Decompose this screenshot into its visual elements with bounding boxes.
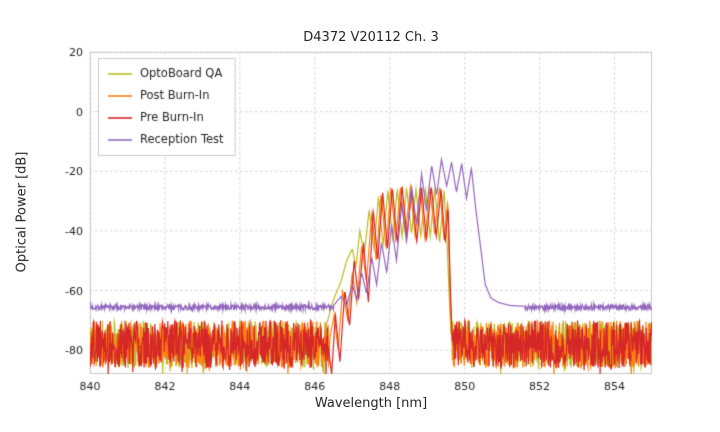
chart-title: D4372 V20112 Ch. 3 <box>303 30 439 45</box>
y-axis-label: Optical Power [dB] <box>14 151 30 273</box>
x-axis-label: Wavelength [nm] <box>314 396 428 411</box>
